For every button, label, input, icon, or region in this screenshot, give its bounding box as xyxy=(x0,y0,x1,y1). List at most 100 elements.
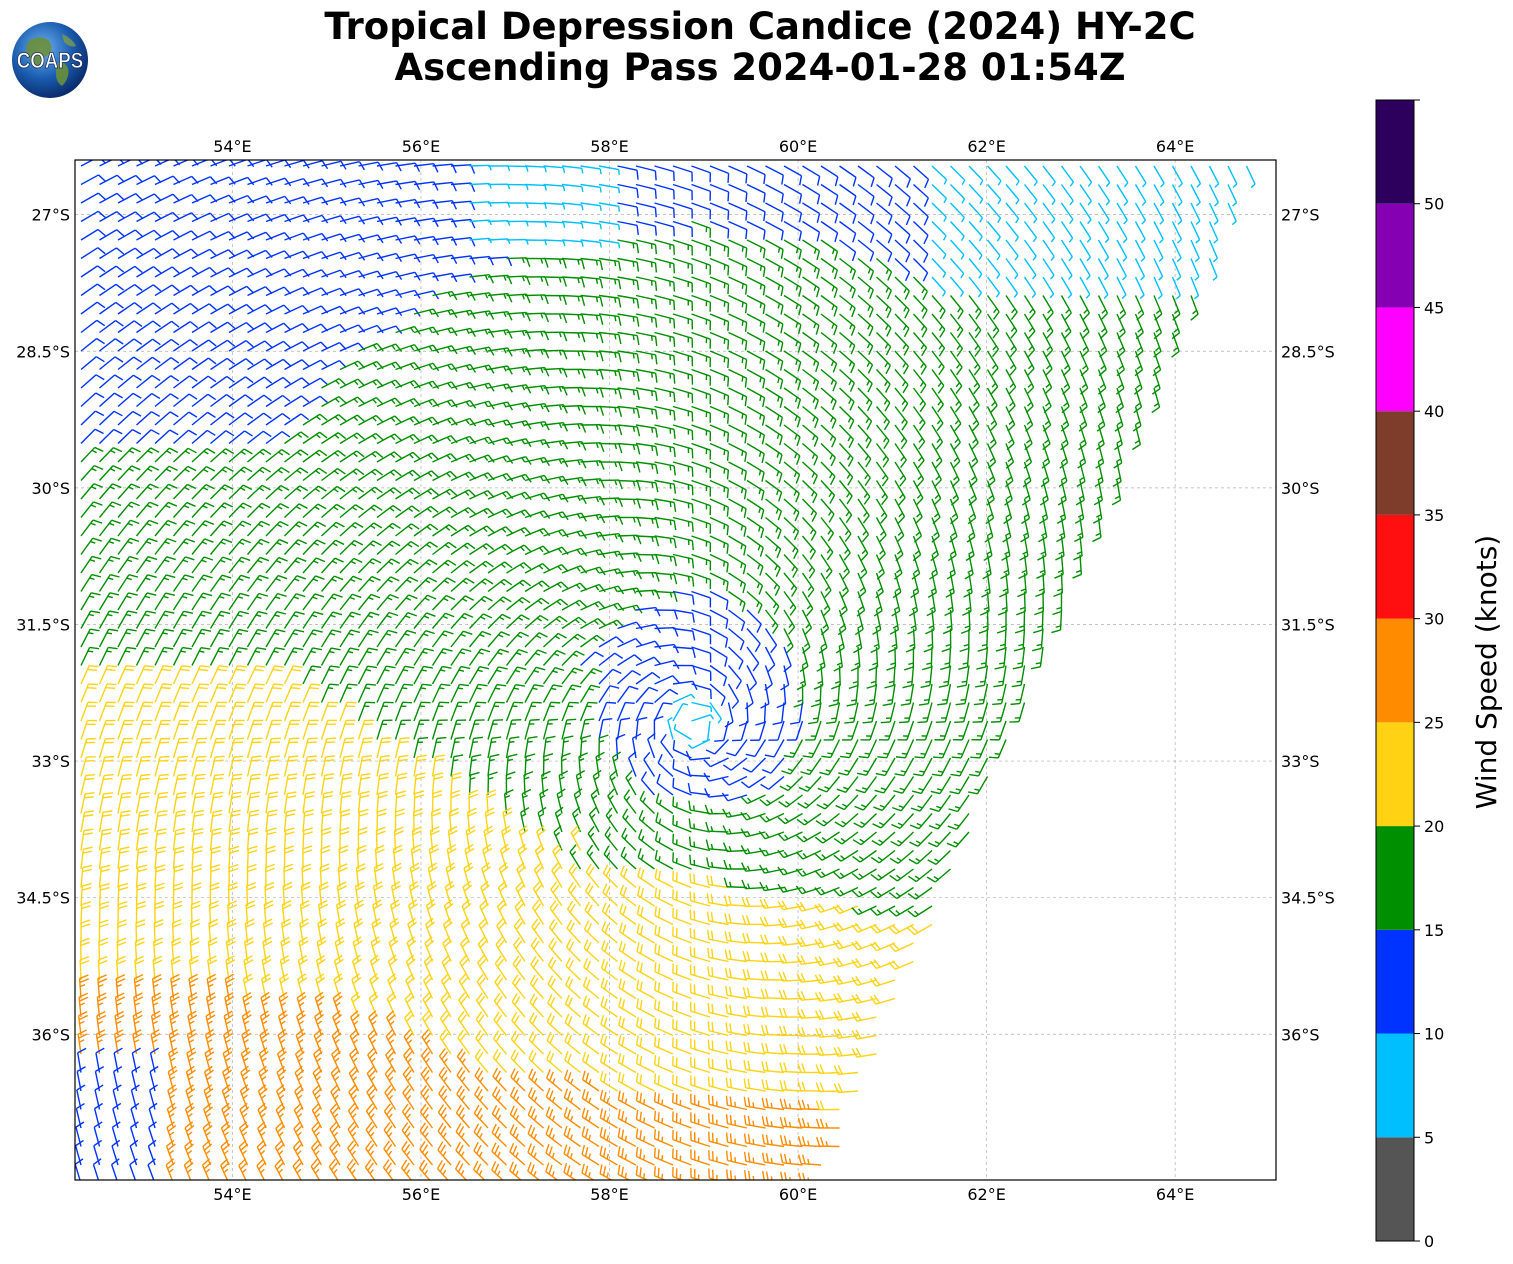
wind-barb xyxy=(246,809,260,833)
wind-barb xyxy=(275,1084,286,1110)
wind-barb xyxy=(746,646,760,672)
wind-barb xyxy=(691,405,712,423)
wind-barb xyxy=(442,917,453,944)
wind-barb xyxy=(1153,276,1163,300)
wind-barb xyxy=(77,1010,88,1036)
wind-barb xyxy=(654,516,677,531)
wind-barb xyxy=(1060,221,1074,243)
wind-barb xyxy=(469,525,495,537)
wind-barb xyxy=(153,937,164,962)
wind-barb xyxy=(1011,665,1026,688)
wind-barb xyxy=(350,1010,360,1036)
wind-barb xyxy=(728,498,747,519)
wind-barb xyxy=(563,1107,581,1129)
wind-barb xyxy=(690,1167,702,1180)
wind-barb xyxy=(509,1142,526,1166)
wind-barb xyxy=(99,410,123,426)
wind-barb xyxy=(655,793,674,815)
wind-barb xyxy=(746,239,766,259)
wind-barb xyxy=(395,361,421,371)
wind-barb xyxy=(814,886,840,896)
wind-barb xyxy=(265,755,281,777)
wind-barb xyxy=(394,629,417,648)
wind-barb xyxy=(765,239,784,259)
wind-barb xyxy=(247,340,273,352)
wind-barb xyxy=(619,865,637,889)
wind-barb xyxy=(894,461,907,487)
wind-barb xyxy=(968,424,979,451)
wind-barb xyxy=(579,684,601,703)
wind-barb xyxy=(505,753,518,777)
wind-barb xyxy=(265,213,292,223)
wind-barb xyxy=(173,266,199,278)
wind-barb xyxy=(833,1064,859,1075)
wind-barb xyxy=(728,424,748,444)
wind-barb xyxy=(672,1092,692,1111)
wind-barb xyxy=(598,276,622,290)
lat-tick-label: 34.5°S xyxy=(16,889,70,908)
wind-barb xyxy=(759,864,785,874)
wind-barb xyxy=(432,524,458,537)
wind-barb xyxy=(524,438,550,449)
wind-barb xyxy=(542,666,565,685)
wind-barb xyxy=(172,773,188,796)
wind-barb xyxy=(688,818,711,833)
wind-barb xyxy=(98,882,110,907)
wind-barb xyxy=(931,313,946,338)
wind-barb xyxy=(838,424,855,449)
wind-barb xyxy=(931,183,948,204)
wind-barb xyxy=(854,609,864,636)
wind-barb xyxy=(1134,184,1147,207)
wind-barb xyxy=(783,535,799,560)
wind-barb xyxy=(395,307,421,317)
wind-barb xyxy=(707,1057,729,1074)
wind-barb xyxy=(798,776,822,792)
wind-barb xyxy=(487,165,511,172)
wind-barb xyxy=(580,220,602,230)
wind-barb xyxy=(191,411,216,426)
wind-barb xyxy=(635,1091,655,1111)
wind-barb xyxy=(135,665,155,685)
wind-barb xyxy=(872,813,896,829)
wind-barb xyxy=(357,647,378,666)
wind-barb xyxy=(765,331,784,353)
wind-barb xyxy=(265,322,292,334)
wind-barb xyxy=(1078,406,1088,432)
wind-barb xyxy=(548,937,563,962)
wind-barb xyxy=(302,413,328,426)
wind-barb xyxy=(724,967,748,981)
wind-barb xyxy=(814,831,840,844)
chart-title: Tropical Depression Candice (2024) HY-2C… xyxy=(300,6,1220,88)
wind-barb xyxy=(154,610,175,629)
wind-barb xyxy=(656,773,674,796)
wind-barb xyxy=(598,257,622,271)
wind-barb xyxy=(875,480,889,506)
wind-barb xyxy=(654,831,674,852)
wind-barb xyxy=(527,1105,544,1129)
lat-tick-label: 36°S xyxy=(31,1025,70,1044)
wind-barb xyxy=(368,991,379,1018)
wind-barb xyxy=(1042,184,1056,206)
wind-barb xyxy=(654,239,675,255)
wind-barb xyxy=(931,369,945,394)
wind-barb xyxy=(580,387,604,398)
wind-barb xyxy=(1208,221,1219,244)
wind-barb xyxy=(691,387,712,405)
wind-barb xyxy=(832,921,859,932)
wind-barb xyxy=(154,683,173,703)
wind-barb xyxy=(421,1029,434,1055)
wind-barb xyxy=(930,776,952,795)
wind-barb xyxy=(385,1028,397,1055)
wind-barb xyxy=(672,1130,692,1148)
wind-barb xyxy=(760,934,785,945)
wind-barb xyxy=(154,592,175,611)
wind-barb xyxy=(857,220,875,244)
wind-barb xyxy=(173,447,197,463)
wind-barb xyxy=(654,980,674,1000)
wind-barb xyxy=(561,701,579,722)
wind-barb xyxy=(635,671,661,685)
wind-barb xyxy=(546,1031,563,1055)
wind-barb xyxy=(383,1103,397,1129)
wind-barb xyxy=(563,1125,581,1148)
wind-barb xyxy=(619,903,637,926)
